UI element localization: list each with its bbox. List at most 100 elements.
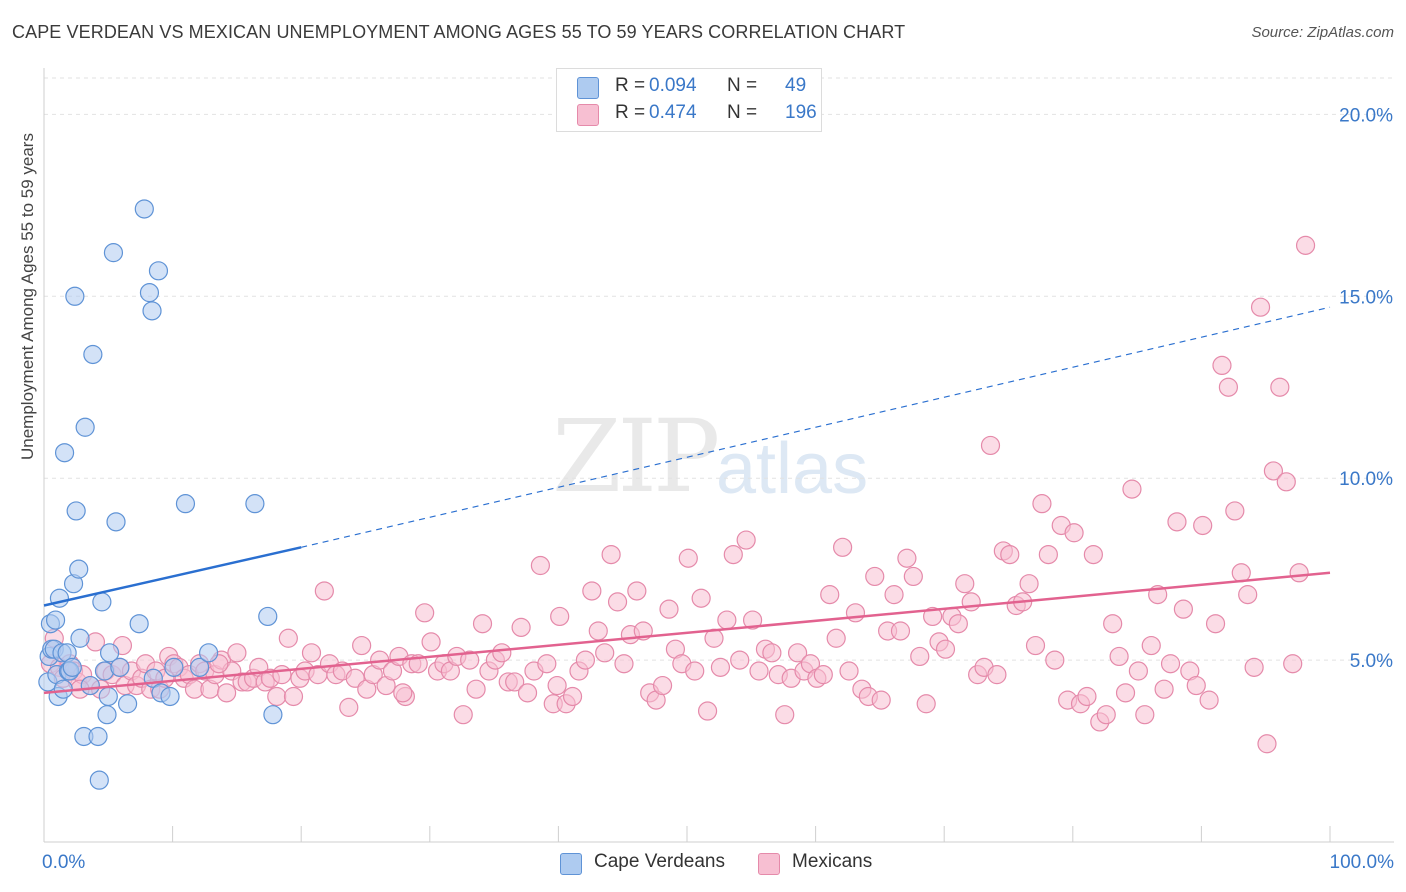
chart-title: CAPE VERDEAN VS MEXICAN UNEMPLOYMENT AMO… xyxy=(12,22,906,42)
mexican-point xyxy=(935,639,956,659)
mexican-point xyxy=(697,701,718,721)
mexican-point xyxy=(1128,661,1148,681)
x-tick-label-min: 0.0% xyxy=(42,852,86,873)
mexican-point xyxy=(614,654,634,674)
mexican-point xyxy=(1283,654,1303,674)
cape-verdean-point xyxy=(70,628,90,648)
cape-verdean-point xyxy=(83,344,103,365)
mexican-point xyxy=(916,694,936,714)
correlation-legend: R = 0.094 N = 49 R = 0.474 N = 196 xyxy=(556,68,822,132)
legend-n-label: N = xyxy=(727,102,758,123)
cape-verdean-point xyxy=(103,243,124,263)
mexican-point xyxy=(923,606,943,627)
mexican-point xyxy=(1199,690,1219,710)
mexican-point xyxy=(813,665,833,685)
mexican-point xyxy=(415,603,435,623)
mexican-point xyxy=(453,705,473,725)
legend-swatch-blue xyxy=(560,853,582,875)
mexican-point xyxy=(1238,585,1258,605)
cape-verdean-point xyxy=(106,512,126,532)
mexican-point xyxy=(948,614,968,634)
mexican-point xyxy=(1257,734,1277,754)
cape-verdean-point xyxy=(175,494,196,514)
mexican-point xyxy=(1103,614,1123,634)
mexican-point xyxy=(1032,494,1052,514)
mexican-point xyxy=(1244,657,1264,677)
mexican-point xyxy=(460,650,480,670)
mexican-point xyxy=(1141,635,1161,656)
cape-verdean-point xyxy=(117,694,138,714)
mexican-point xyxy=(1289,563,1309,583)
mexican-point xyxy=(1019,574,1039,594)
mexican-point xyxy=(595,643,615,663)
mexican-point xyxy=(730,650,750,670)
mexican-point xyxy=(955,574,975,594)
legend-r-label: R = xyxy=(615,75,646,96)
mexican-point xyxy=(678,548,698,568)
cape-verdean-point xyxy=(263,705,283,725)
mexican-point xyxy=(659,599,679,619)
cape-verdean-trend-extension xyxy=(301,306,1331,548)
mexican-point xyxy=(492,643,512,663)
mexican-point xyxy=(1045,650,1065,670)
cape-verdean-point xyxy=(142,301,162,321)
mexican-point xyxy=(1295,235,1316,255)
cape-verdean-point xyxy=(65,286,85,306)
mexican-point xyxy=(301,643,322,663)
legend-n-label: N = xyxy=(727,75,758,96)
mexican-point xyxy=(691,588,711,608)
y-axis-label: Unemployment Among Ages 55 to 59 years xyxy=(18,133,37,460)
legend-n-value: 196 xyxy=(785,102,817,123)
mexican-point xyxy=(550,606,570,627)
mexican-point xyxy=(833,537,853,557)
cape-verdean-point xyxy=(45,610,66,630)
mexican-point xyxy=(787,643,808,663)
watermark-atlas: atlas xyxy=(716,429,869,509)
mexican-point xyxy=(547,675,567,696)
mexican-point xyxy=(1038,544,1058,565)
mexican-point xyxy=(775,705,795,725)
mexican-point xyxy=(421,632,441,652)
mexican-point xyxy=(1173,599,1193,619)
cape-verdean-point xyxy=(258,606,278,627)
legend-swatch-pink xyxy=(758,853,780,875)
mexican-point xyxy=(472,614,493,634)
mexican-point xyxy=(267,686,287,707)
mexican-point xyxy=(1135,705,1155,725)
cape-verdean-point xyxy=(98,686,118,707)
mexican-point xyxy=(466,679,486,699)
mexican-point xyxy=(652,675,673,696)
y-tick-label: 15.0% xyxy=(1339,287,1393,308)
mexican-point xyxy=(910,646,930,667)
source-credit: Source: ZipAtlas.com xyxy=(1251,24,1394,41)
mexican-point xyxy=(562,686,583,707)
y-tick-label: 5.0% xyxy=(1350,651,1393,672)
mexican-point xyxy=(903,566,923,587)
mexican-point xyxy=(339,697,359,717)
mexican-point xyxy=(1193,515,1213,536)
mexican-point xyxy=(283,686,304,707)
mexican-point xyxy=(314,581,334,601)
mexican-point xyxy=(1115,683,1136,703)
mexican-point xyxy=(627,581,647,601)
mexican-point xyxy=(723,544,743,565)
legend-n-value: 49 xyxy=(785,75,807,96)
mexican-point xyxy=(717,610,737,630)
mexican-point xyxy=(1083,544,1103,565)
mexican-point xyxy=(897,548,917,568)
cape-verdean-point xyxy=(199,643,219,663)
y-tick-label: 10.0% xyxy=(1339,469,1393,490)
mexican-point xyxy=(742,610,763,630)
mexican-point xyxy=(1186,675,1206,696)
mexican-point xyxy=(1270,377,1290,397)
y-tick-label: 20.0% xyxy=(1339,105,1393,126)
mexican-point xyxy=(710,657,731,677)
legend-r-value: 0.474 xyxy=(649,102,697,123)
mexican-point xyxy=(1064,523,1084,543)
mexican-point xyxy=(749,661,769,681)
mexican-point xyxy=(1225,501,1245,521)
cape-verdean-point xyxy=(160,686,180,707)
mexican-point xyxy=(1231,563,1251,583)
mexican-point xyxy=(1096,705,1116,725)
